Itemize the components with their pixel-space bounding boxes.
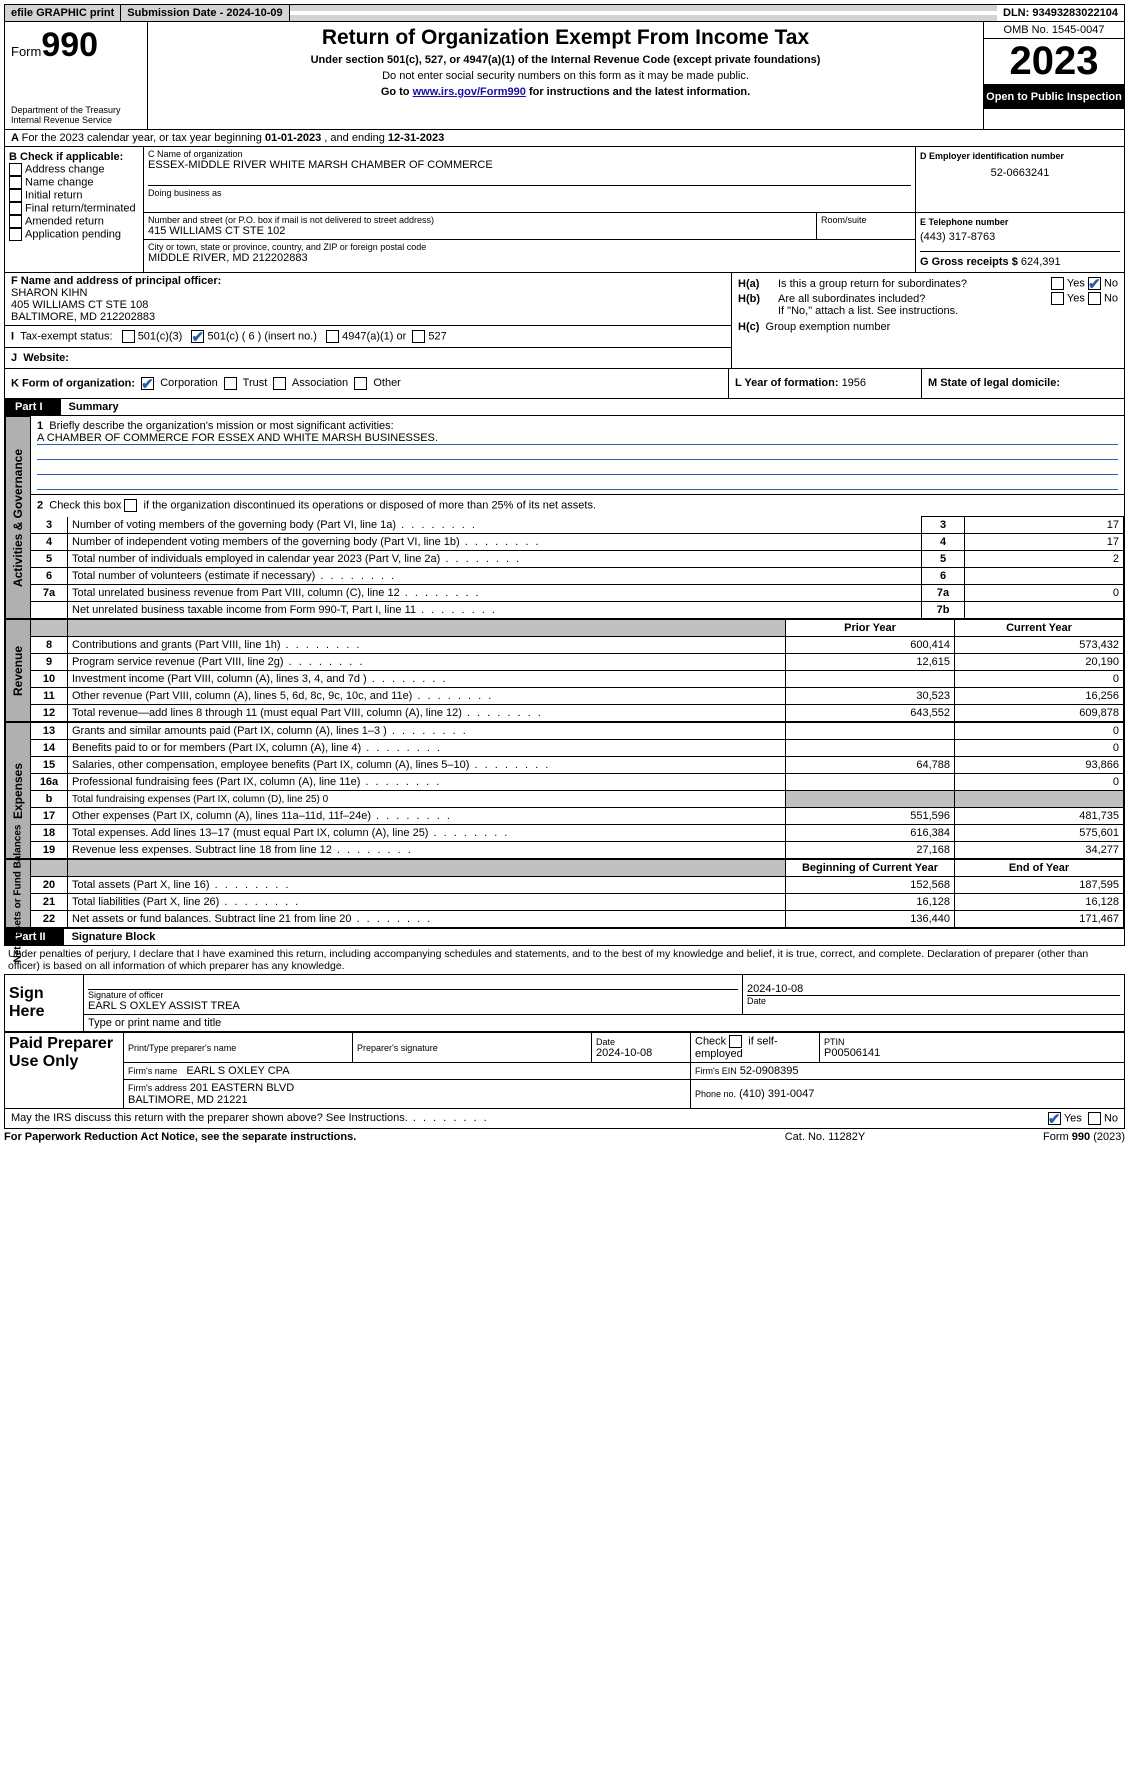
- governance-table: 3Number of voting members of the governi…: [31, 516, 1124, 619]
- expenses-table: 13Grants and similar amounts paid (Part …: [31, 722, 1124, 859]
- dept-label: Department of the Treasury Internal Reve…: [11, 105, 141, 125]
- org-name: ESSEX-MIDDLE RIVER WHITE MARSH CHAMBER O…: [148, 159, 911, 171]
- efile-label[interactable]: efile GRAPHIC print: [5, 5, 121, 21]
- ein-label: D Employer identification number: [920, 151, 1120, 161]
- line-a: A For the 2023 calendar year, or tax yea…: [4, 130, 1125, 147]
- checkbox-final-return-terminated: Final return/terminated: [9, 202, 139, 215]
- dln: DLN: 93493283022104: [997, 5, 1124, 21]
- cb-4947[interactable]: [326, 330, 339, 343]
- street: 415 WILLIAMS CT STE 102: [148, 225, 812, 237]
- form-number: Form990: [11, 26, 141, 65]
- box-h: H(a) Is this a group return for subordin…: [732, 273, 1124, 368]
- klm-row: K Form of organization: Corporation Trus…: [4, 369, 1125, 399]
- submission-cell: Submission Date - 2024-10-09: [121, 5, 289, 21]
- box-b: B Check if applicable: Address changeNam…: [5, 147, 144, 272]
- cb-501c3[interactable]: [122, 330, 135, 343]
- open-inspection: Open to Public Inspection: [984, 85, 1124, 109]
- officer-name: EARL S OXLEY ASSIST TREA: [88, 1000, 738, 1012]
- gov-section: Activities & Governance 1 Briefly descri…: [4, 416, 1125, 619]
- revenue-table: Prior YearCurrent Year8Contributions and…: [31, 619, 1124, 722]
- cb-501c[interactable]: [191, 330, 204, 343]
- line-i: I Tax-exempt status: 501(c)(3) 501(c) ( …: [5, 325, 731, 347]
- tax-year: 2023: [984, 39, 1124, 85]
- checkbox-name-change: Name change: [9, 176, 139, 189]
- irs-link[interactable]: www.irs.gov/Form990: [413, 86, 526, 98]
- side-revenue: Revenue: [5, 619, 31, 722]
- omb: OMB No. 1545-0047: [984, 22, 1124, 39]
- line-j: J Website:: [5, 347, 731, 368]
- subtitle: Under section 501(c), 527, or 4947(a)(1)…: [154, 54, 977, 66]
- gross-receipts: G Gross receipts $ 624,391: [920, 251, 1120, 268]
- form-header: Form990 Department of the Treasury Inter…: [4, 22, 1125, 130]
- net-section: Net Assets or Fund Balances Beginning of…: [4, 859, 1125, 929]
- perjury-declaration: Under penalties of perjury, I declare th…: [4, 946, 1125, 974]
- footer: For Paperwork Reduction Act Notice, see …: [4, 1129, 1125, 1145]
- side-governance: Activities & Governance: [5, 416, 31, 619]
- top-bar: efile GRAPHIC print Submission Date - 20…: [4, 4, 1125, 22]
- sign-here-block: Sign Here Signature of officer EARL S OX…: [4, 974, 1125, 1032]
- checkbox-application-pending: Application pending: [9, 228, 139, 241]
- paid-preparer-block: Paid Preparer Use Only Print/Type prepar…: [4, 1032, 1125, 1109]
- city: MIDDLE RIVER, MD 212202883: [148, 252, 911, 264]
- entity-block: B Check if applicable: Address changeNam…: [4, 147, 1125, 273]
- ssn-note: Do not enter social security numbers on …: [154, 70, 977, 82]
- checkbox-amended-return: Amended return: [9, 215, 139, 228]
- exp-section: Expenses 13Grants and similar amounts pa…: [4, 722, 1125, 859]
- cb-527[interactable]: [412, 330, 425, 343]
- rev-section: Revenue Prior YearCurrent Year8Contribut…: [4, 619, 1125, 722]
- fh-block: F Name and address of principal officer:…: [4, 273, 1125, 369]
- part2-header: Part II Signature Block: [4, 929, 1125, 946]
- form-title: Return of Organization Exempt From Incom…: [154, 26, 977, 50]
- box-c: C Name of organization ESSEX-MIDDLE RIVE…: [144, 147, 1124, 272]
- checkbox-address-change: Address change: [9, 163, 139, 176]
- phone: (443) 317-8763: [920, 231, 1120, 243]
- part1-header: Part I Summary: [4, 399, 1125, 416]
- discuss-row: May the IRS discuss this return with the…: [4, 1109, 1125, 1129]
- netassets-table: Beginning of Current YearEnd of Year20To…: [31, 859, 1124, 928]
- side-netassets: Net Assets or Fund Balances: [5, 859, 31, 928]
- checkbox-initial-return: Initial return: [9, 189, 139, 202]
- ein-value: 52-0663241: [920, 167, 1120, 179]
- goto-note: Go to www.irs.gov/Form990 for instructio…: [154, 86, 977, 98]
- mission: A CHAMBER OF COMMERCE FOR ESSEX AND WHIT…: [37, 432, 1118, 445]
